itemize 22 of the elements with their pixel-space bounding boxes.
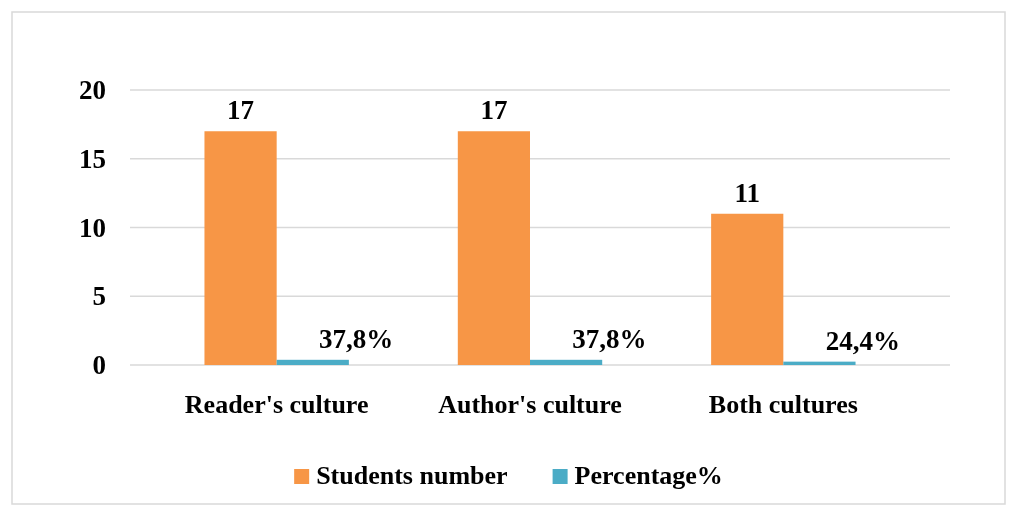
data-label: 24,4%: [825, 325, 900, 356]
legend-label: Students number: [316, 461, 508, 490]
y-tick-label: 15: [79, 143, 106, 174]
data-label: 37,8%: [318, 323, 394, 354]
y-tick-label: 0: [92, 350, 106, 381]
legend-label: Percentage%: [574, 461, 723, 490]
data-label: 37,8%: [572, 323, 647, 354]
bar: [457, 131, 530, 365]
y-tick-label: 5: [92, 281, 106, 312]
data-label: 17: [480, 95, 508, 126]
x-tick-label: Reader's culture: [184, 390, 369, 419]
x-tick-label: Author's culture: [438, 390, 622, 419]
y-tick-label: 10: [79, 212, 106, 243]
data-label: 17: [227, 95, 255, 126]
bar: [530, 359, 603, 365]
x-tick-label: Both cultures: [708, 390, 858, 419]
bar: [276, 359, 349, 365]
bar: [204, 131, 277, 365]
y-tick-label: 20: [79, 75, 106, 106]
bar: [783, 361, 856, 365]
data-label: 11: [734, 177, 760, 208]
bar: [711, 213, 784, 365]
